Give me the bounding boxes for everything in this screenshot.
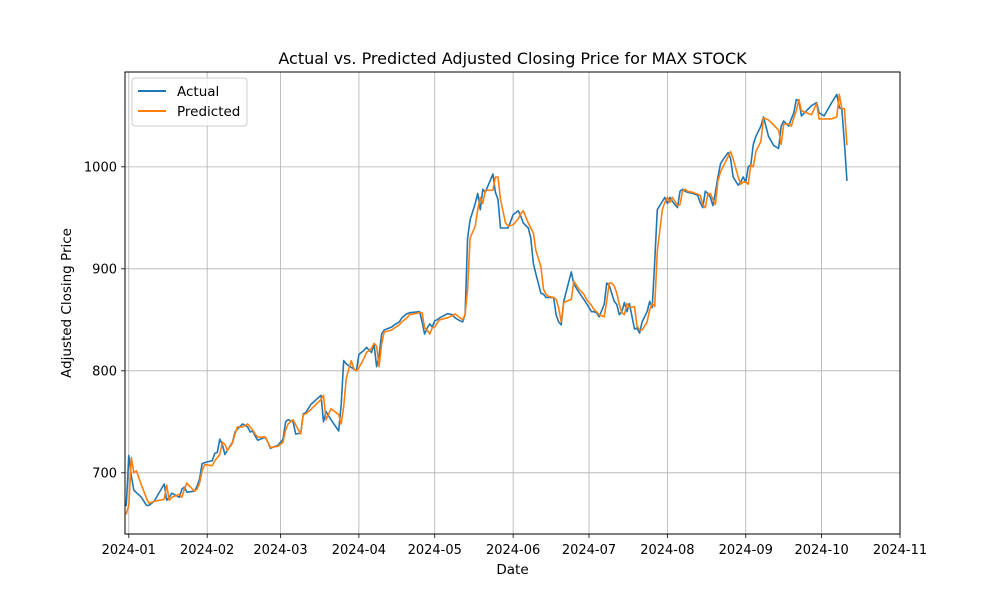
x-tick-label: 2024-02 [180,543,234,558]
y-tick-label: 700 [92,466,117,481]
x-tick-label: 2024-07 [562,543,616,558]
legend-label-predicted: Predicted [177,104,240,120]
x-tick-label: 2024-09 [719,543,773,558]
x-tick-label: 2024-05 [408,543,462,558]
legend: Actual Predicted [132,78,247,126]
x-tick-label: 2024-03 [253,543,307,558]
x-tick-label: 2024-01 [102,543,156,558]
y-tick-label: 1000 [84,160,117,175]
y-axis-label: Adjusted Closing Price [59,228,75,378]
x-tick-label: 2024-08 [640,543,694,558]
x-tick-label: 2024-11 [873,543,927,558]
x-axis-label: Date [496,562,528,578]
y-tick-label: 900 [92,262,117,277]
x-tick-label: 2024-10 [794,543,848,558]
legend-label-actual: Actual [177,84,219,100]
y-tick-label: 800 [92,364,117,379]
chart-title: Actual vs. Predicted Adjusted Closing Pr… [278,49,747,68]
x-tick-label: 2024-04 [332,543,386,558]
x-tick-label: 2024-06 [486,543,540,558]
